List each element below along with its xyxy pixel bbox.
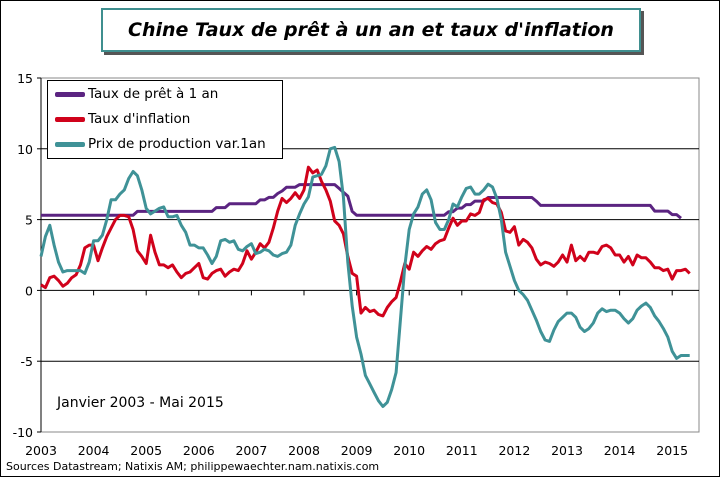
y-tick-label: 10 [17,142,33,157]
x-tick-label: 2005 [130,443,162,458]
x-tick-label: 2009 [341,443,373,458]
y-tick-label: 5 [25,213,33,228]
legend-item-inflation: Taux d'inflation [55,111,190,127]
legend-label: Taux de prêt à 1 an [88,86,219,102]
x-tick-label: 2003 [25,443,57,458]
x-tick-label: 2006 [183,443,215,458]
x-tick-label: 2014 [604,443,636,458]
x-tick-label: 2004 [78,443,110,458]
chart-title: Chine Taux de prêt à un an et taux d'inf… [101,8,641,52]
series-line-3 [39,145,690,408]
y-tick-label: -5 [21,354,33,369]
y-tick-label: -10 [13,425,33,440]
x-tick-label: 2011 [446,443,478,458]
legend-swatch-inflation [55,116,85,122]
source-note: Sources Datastream; Natixis AM; philippe… [6,460,380,473]
x-tick-label: 2012 [498,443,530,458]
x-tick-label: 2013 [551,443,583,458]
series-line-2 [40,165,691,318]
legend-swatch-ppi [55,141,85,147]
y-tick-label: 0 [25,283,33,298]
legend: Taux de prêt à 1 an Taux d'inflation Pri… [47,80,283,159]
date-range-annotation: Janvier 2003 - Mai 2015 [57,395,224,411]
legend-label: Prix de production var.1an [88,136,266,152]
x-tick-label: 2008 [288,443,320,458]
legend-label: Taux d'inflation [88,111,191,127]
y-tick-label: 15 [17,71,33,86]
legend-item-ppi: Prix de production var.1an [55,136,266,152]
legend-item-lending-rate: Taux de prêt à 1 an [55,86,218,102]
x-tick-label: 2015 [656,443,688,458]
legend-swatch-lending-rate [55,91,85,97]
x-tick-label: 2010 [393,443,425,458]
x-tick-label: 2007 [235,443,267,458]
